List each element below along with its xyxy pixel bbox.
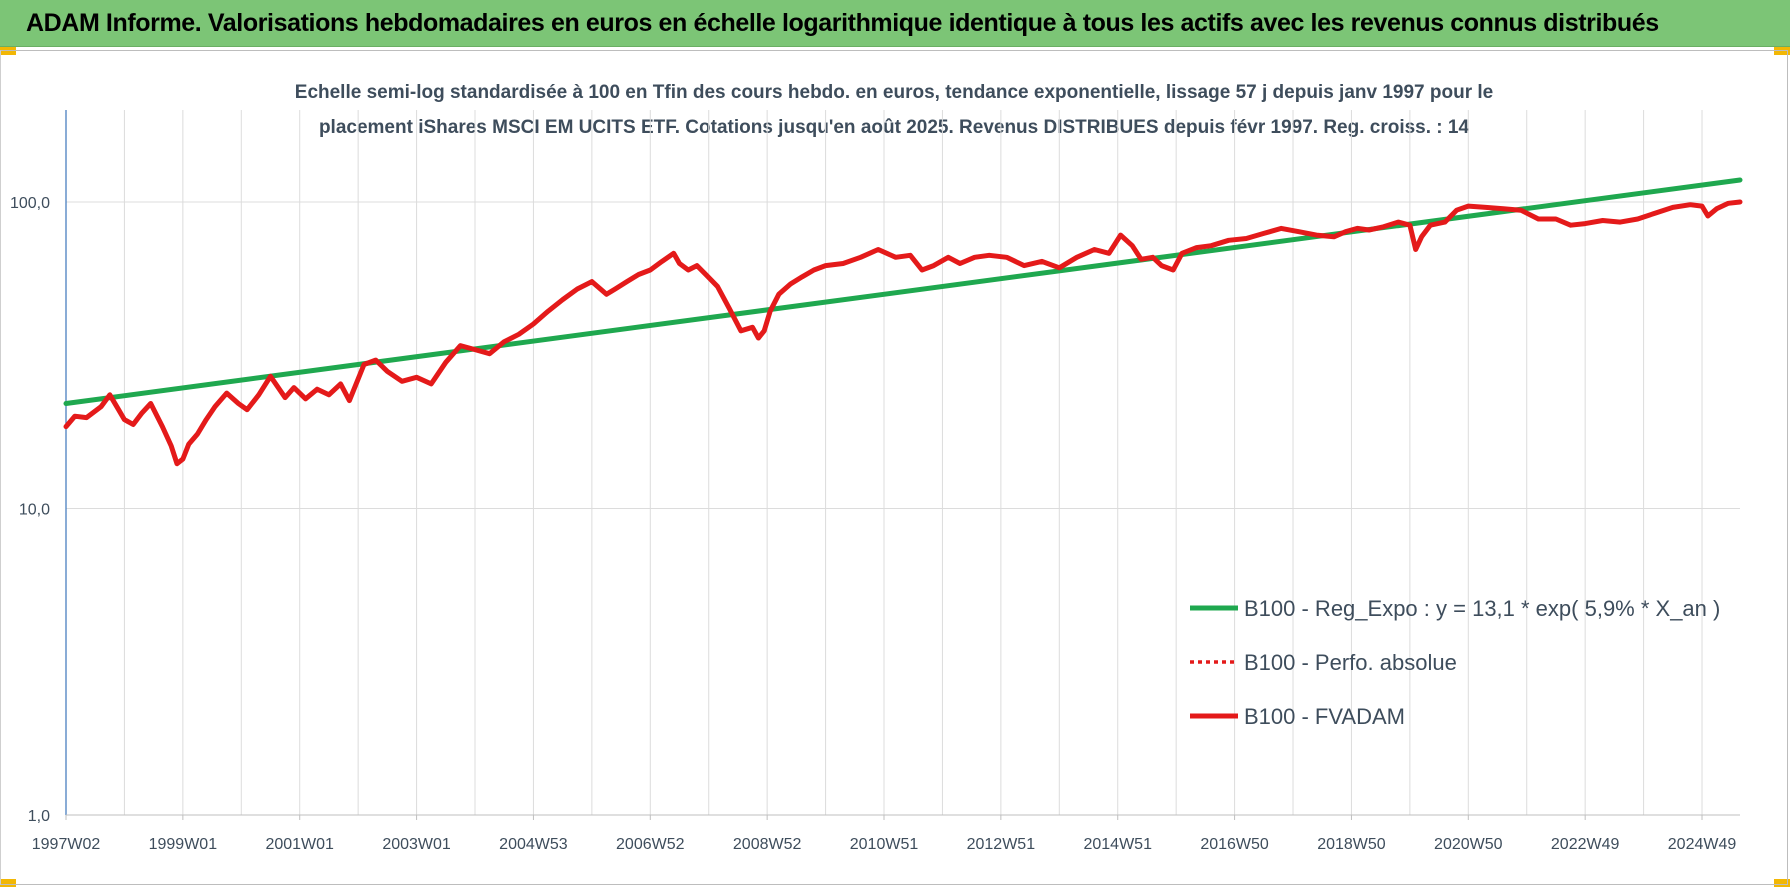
x-tick-label: 2014W51 xyxy=(1083,836,1152,853)
series-line-2 xyxy=(63,199,1743,467)
y-tick-label: 10,0 xyxy=(19,502,50,519)
x-tick-label: 2016W50 xyxy=(1200,836,1269,853)
legend-label-2: B100 - FVADAM xyxy=(1244,704,1405,729)
x-tick-label: 2022W49 xyxy=(1551,836,1620,853)
x-tick-label: 2004W53 xyxy=(499,836,568,853)
x-tick-label: 2006W52 xyxy=(616,836,685,853)
x-tick-label: 2003W01 xyxy=(382,836,451,853)
page-title: ADAM Informe. Valorisations hebdomadaire… xyxy=(26,9,1659,37)
header-bar: ADAM Informe. Valorisations hebdomadaire… xyxy=(0,0,1790,47)
series-line-0 xyxy=(63,177,1743,406)
x-tick-label: 2010W51 xyxy=(850,836,919,853)
y-tick-label: 1,0 xyxy=(28,808,50,825)
legend-label-0: B100 - Reg_Expo : y = 13,1 * exp( 5,9% *… xyxy=(1244,596,1720,621)
x-tick-label: 1997W02 xyxy=(32,836,101,853)
x-tick-label: 2008W52 xyxy=(733,836,802,853)
x-tick-label: 2024W49 xyxy=(1668,836,1737,853)
x-tick-label: 2018W50 xyxy=(1317,836,1386,853)
corner-marker-top-right xyxy=(1774,47,1790,55)
chart-subtitle: placement iShares MSCI EM UCITS ETF. Cot… xyxy=(319,117,1470,138)
x-tick-label: 2020W50 xyxy=(1434,836,1503,853)
corner-marker-top-left xyxy=(0,47,16,55)
y-tick-label: 100,0 xyxy=(10,195,50,212)
x-tick-label: 1999W01 xyxy=(149,836,218,853)
chart-frame xyxy=(0,50,1788,885)
x-tick-label: 2012W51 xyxy=(967,836,1036,853)
x-tick-label: 2001W01 xyxy=(265,836,334,853)
corner-marker-bottom-right xyxy=(1774,879,1790,887)
chart-title: Echelle semi-log standardisée à 100 en T… xyxy=(295,82,1493,103)
corner-marker-bottom-left xyxy=(0,879,16,887)
legend-label-1: B100 - Perfo. absolue xyxy=(1244,650,1457,675)
